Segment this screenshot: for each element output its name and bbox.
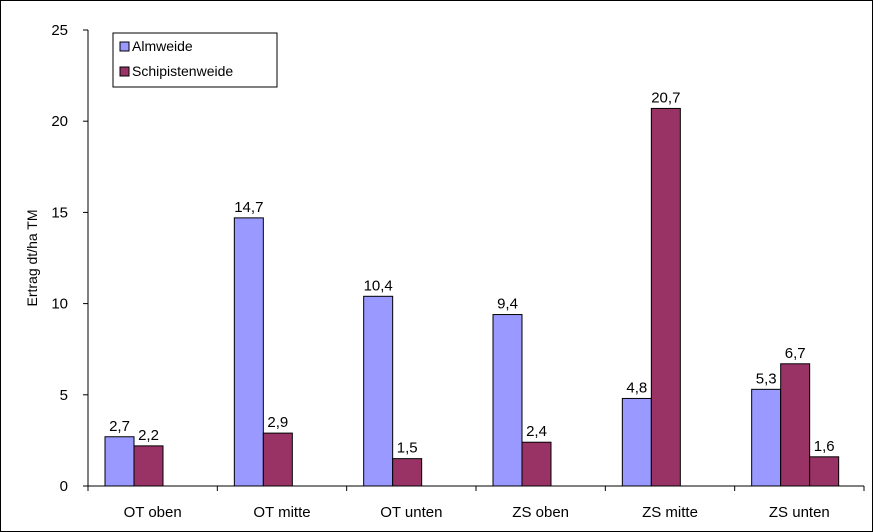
y-tick-label: 10	[51, 296, 68, 313]
legend-swatch-almweide	[120, 42, 129, 51]
y-tick-label: 15	[51, 204, 68, 221]
legend-label-almweide: Almweide	[132, 38, 193, 54]
data-label: 9,4	[497, 296, 518, 313]
bar-almweide	[234, 218, 263, 486]
data-label: 14,7	[234, 199, 263, 216]
data-label: 6,7	[785, 345, 806, 362]
bar-almweide	[105, 437, 134, 486]
bar-almweide	[622, 398, 651, 486]
y-tick-label: 25	[51, 22, 68, 39]
data-label: 10,4	[364, 277, 393, 294]
bar-schipistenweide	[651, 108, 680, 486]
y-axis-title: Ertrag dt/ha TM	[24, 209, 40, 306]
bar-schipistenweide	[263, 433, 292, 486]
data-label: 2,2	[138, 427, 159, 444]
data-label: 20,7	[651, 89, 680, 106]
x-tick-label: OT mitte	[253, 504, 310, 521]
bar-almweide	[364, 296, 393, 486]
x-tick-label: ZS mitte	[642, 504, 698, 521]
data-label: 1,6	[814, 438, 835, 455]
data-label: 4,8	[626, 379, 647, 396]
bar-schipistenweide	[522, 442, 551, 486]
bar-schipistenweide	[134, 446, 163, 486]
bar-extra	[810, 457, 839, 486]
y-tick-label: 20	[51, 113, 68, 130]
legend-swatch-schipistenweide	[120, 67, 129, 76]
data-label: 2,9	[267, 414, 288, 431]
data-label: 2,4	[526, 423, 547, 440]
data-label: 2,7	[109, 418, 130, 435]
bar-schipistenweide	[781, 364, 810, 486]
bar-almweide	[493, 315, 522, 486]
legend-label-schipistenweide: Schipistenweide	[132, 63, 233, 79]
x-tick-label: ZS oben	[512, 504, 569, 521]
x-tick-label: ZS unten	[769, 504, 830, 521]
y-tick-label: 0	[60, 478, 68, 495]
bar-schipistenweide	[393, 459, 422, 486]
legend: Almweide Schipistenweide	[113, 33, 277, 87]
bar-almweide	[752, 389, 781, 486]
data-label: 1,5	[397, 440, 418, 457]
data-label: 5,3	[756, 370, 777, 387]
y-tick-label: 5	[60, 387, 68, 404]
x-tick-label: OT oben	[124, 504, 182, 521]
x-tick-label: OT unten	[380, 504, 442, 521]
